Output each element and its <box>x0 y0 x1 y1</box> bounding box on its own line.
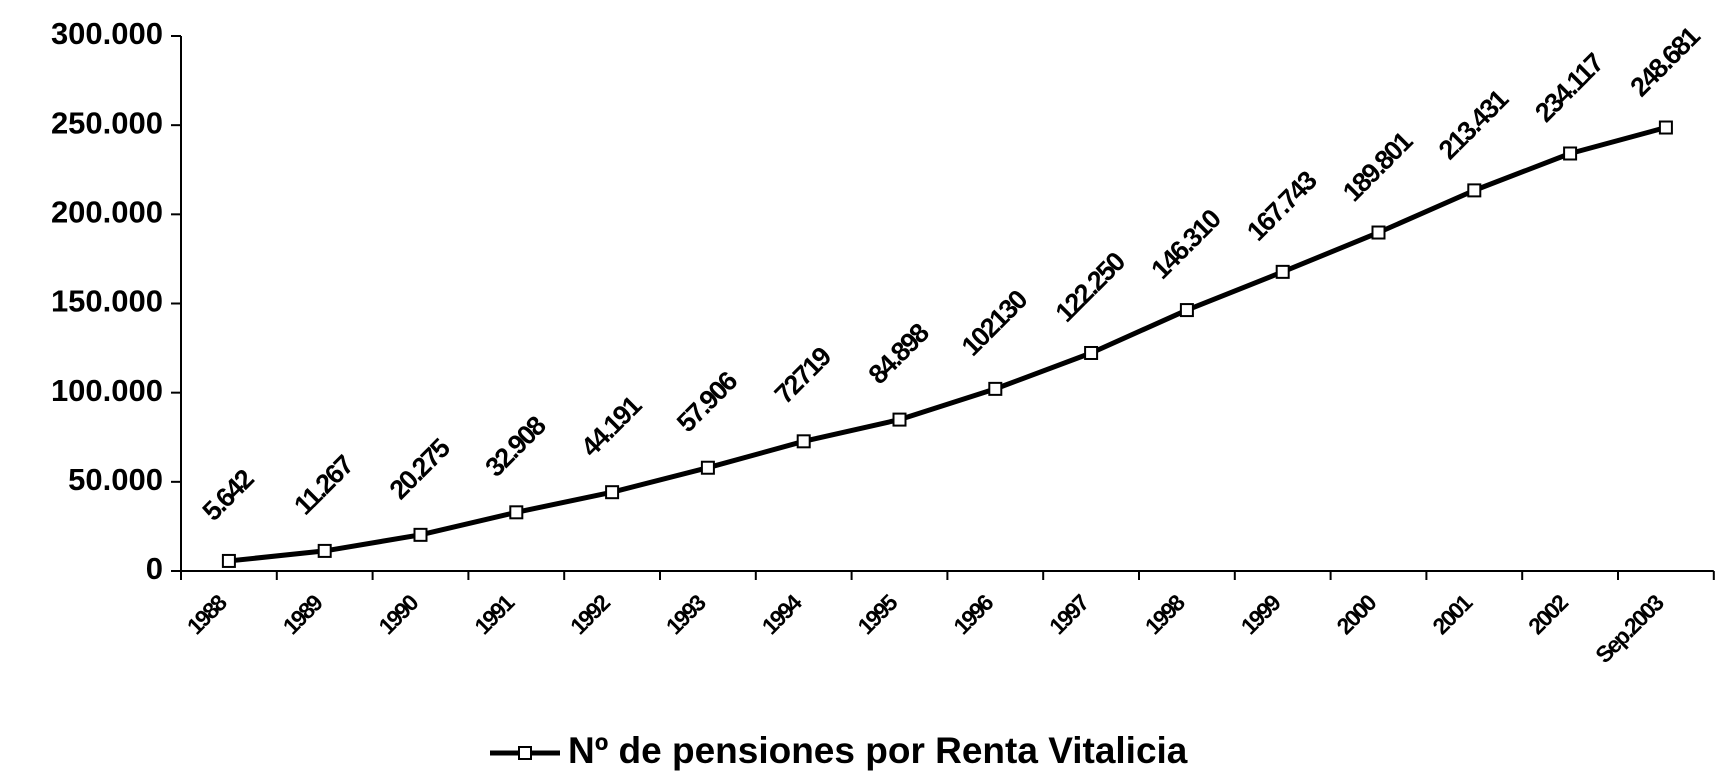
data-point <box>700 460 715 475</box>
data-label: 44.191 <box>575 390 648 463</box>
data-point <box>413 527 428 542</box>
x-tick-label: 1991 <box>469 589 519 639</box>
data-point <box>509 505 524 520</box>
data-label: 167.743 <box>1241 165 1323 247</box>
data-label: 234.117 <box>1529 48 1609 128</box>
data-point <box>221 553 236 568</box>
x-tick-label: 1989 <box>278 590 328 640</box>
legend-label: Nº de pensiones por Renta Vitalicia <box>568 730 1188 771</box>
x-tick-label: 1993 <box>661 590 711 640</box>
x-tick-label: 2002 <box>1523 590 1573 640</box>
x-tick-label: 1997 <box>1044 590 1094 640</box>
data-point <box>1275 264 1290 279</box>
x-tick-label: 2000 <box>1331 590 1381 640</box>
y-tick-label: 300.000 <box>51 16 163 51</box>
x-tick-label: 1994 <box>757 589 807 639</box>
y-tick-label: 250.000 <box>51 105 163 140</box>
data-line <box>228 125 1667 564</box>
y-tick-label: 150.000 <box>51 284 163 319</box>
x-tick-label: 1995 <box>852 589 902 639</box>
data-label: 32.908 <box>479 410 552 483</box>
y-tick-label: 50.000 <box>68 462 163 497</box>
data-label: 84.898 <box>863 317 936 390</box>
data-label: 5.642 <box>197 464 260 527</box>
data-point <box>1179 303 1194 318</box>
x-tick-label: 2001 <box>1427 589 1477 639</box>
data-point <box>1084 345 1099 360</box>
data-point <box>796 434 811 449</box>
data-point <box>1467 183 1482 198</box>
data-label: 57.906 <box>671 365 744 438</box>
data-label: 213.431 <box>1433 83 1515 165</box>
legend-marker <box>518 746 532 760</box>
data-label: 11.267 <box>288 450 359 521</box>
y-tick-label: 0 <box>146 551 163 586</box>
data-label: 72719 <box>769 341 838 410</box>
x-tick-label: Sep.2003 <box>1590 590 1668 668</box>
data-point <box>1371 225 1386 240</box>
data-label: 146.310 <box>1145 204 1226 285</box>
data-label: 122.250 <box>1050 247 1131 328</box>
data-point <box>1563 146 1578 161</box>
data-point <box>605 485 620 500</box>
y-tick-label: 100.000 <box>51 373 163 408</box>
data-label: 248.681 <box>1624 21 1706 103</box>
data-point <box>317 543 332 558</box>
x-tick-label: 1990 <box>373 590 423 640</box>
x-tick-label: 1996 <box>948 590 998 640</box>
x-tick-label: 1988 <box>182 589 232 639</box>
data-label: 102130 <box>956 285 1033 362</box>
x-tick-label: 1992 <box>565 590 615 640</box>
x-tick-label: 1999 <box>1236 590 1286 640</box>
data-label: 189.801 <box>1337 126 1419 208</box>
data-label: 20.275 <box>384 433 457 506</box>
y-tick-label: 200.000 <box>51 195 163 230</box>
data-point <box>892 412 907 427</box>
data-point <box>1658 120 1673 135</box>
data-point <box>988 381 1003 396</box>
x-tick-label: 1998 <box>1140 589 1190 639</box>
